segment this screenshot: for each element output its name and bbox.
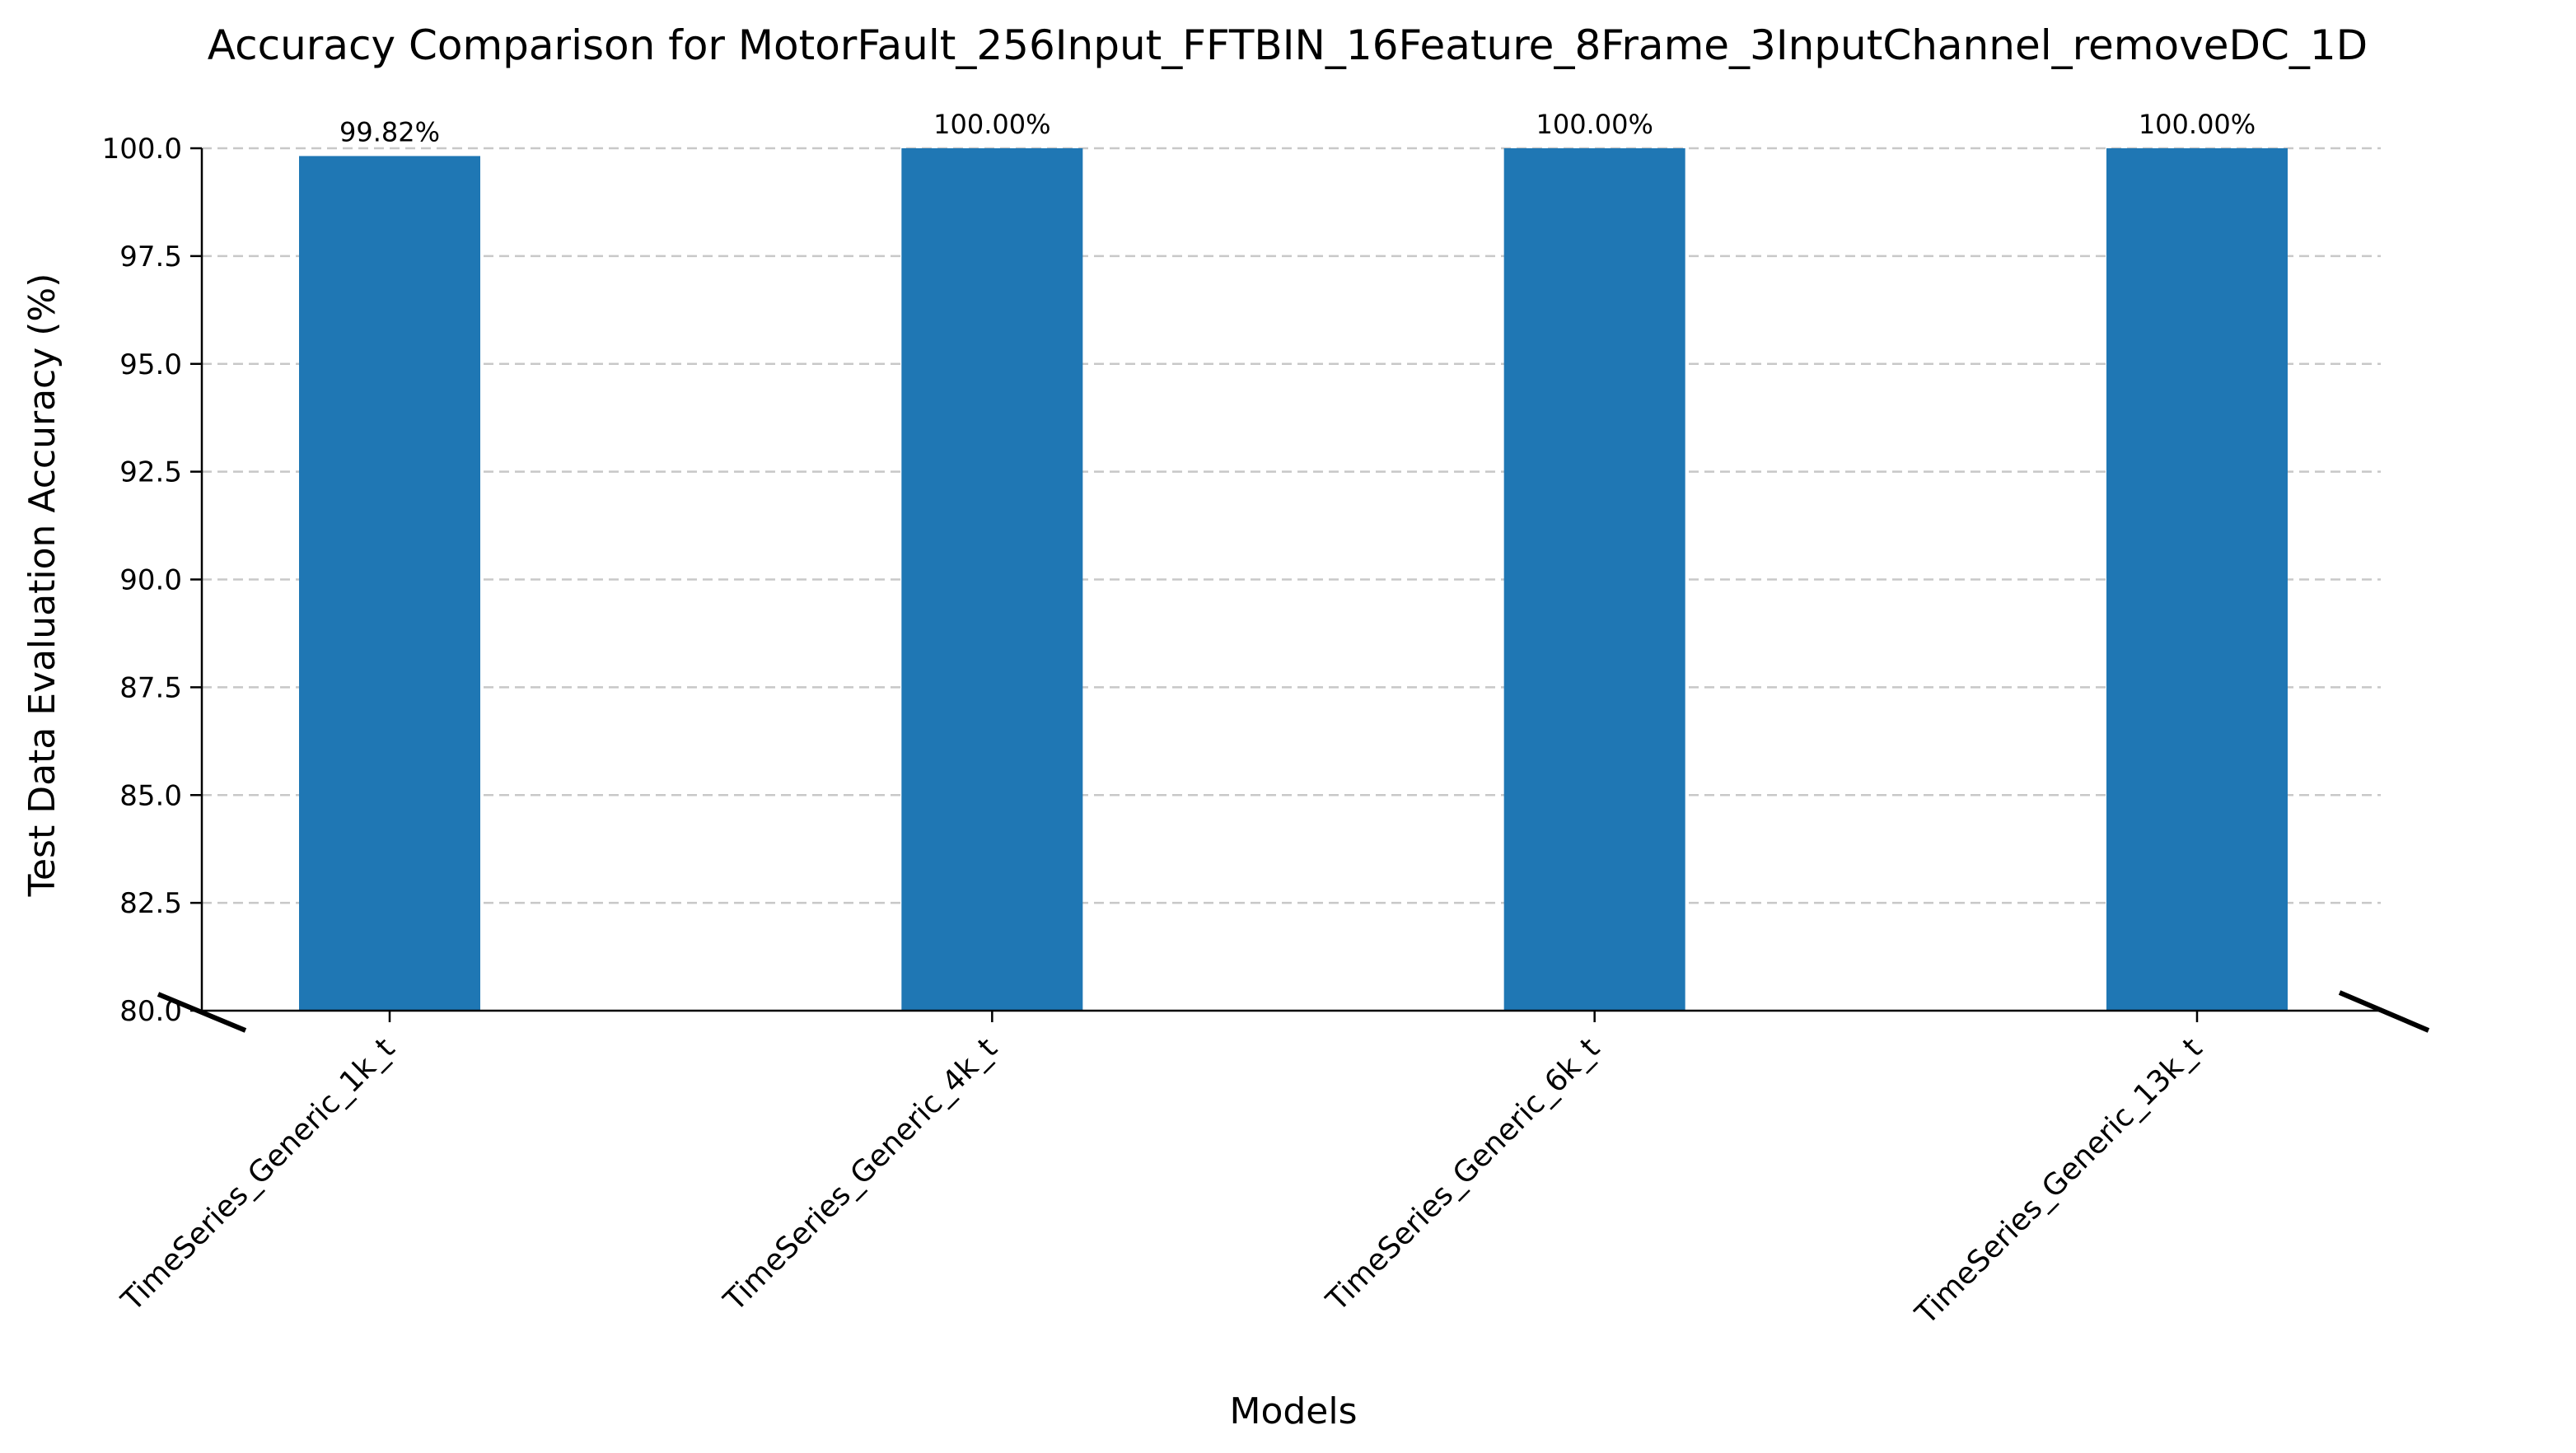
axis-break-mark xyxy=(2338,990,2430,1033)
y-tick-label: 85.0 xyxy=(119,779,182,812)
bar xyxy=(299,156,480,1011)
axis-break-mark xyxy=(157,992,247,1033)
x-tick-label: TimeSeries_Generic_6k_t xyxy=(1320,1031,1606,1318)
bar-value-label: 100.00% xyxy=(933,109,1050,140)
bar-value-label: 100.00% xyxy=(2139,109,2256,140)
x-tick-label: TimeSeries_Generic_13k_t xyxy=(1909,1031,2209,1331)
y-tick-label: 100.0 xyxy=(102,133,182,166)
y-axis-label: Test Data Evaluation Accuracy (%) xyxy=(21,273,63,898)
chart-title: Accuracy Comparison for MotorFault_256In… xyxy=(208,21,2368,69)
x-tick-label: TimeSeries_Generic_1k_t xyxy=(115,1031,401,1318)
y-tick-label: 95.0 xyxy=(119,348,182,381)
y-tick-label: 97.5 xyxy=(119,241,182,273)
x-axis-label: Models xyxy=(1229,1390,1357,1432)
y-tick-label: 90.0 xyxy=(119,564,182,597)
bar-value-labels: 99.82% 100.00% 100.00% 100.00% xyxy=(339,109,2256,147)
y-tick-label: 87.5 xyxy=(119,671,182,704)
bar-value-label: 99.82% xyxy=(339,116,440,147)
x-tick-label: TimeSeries_Generic_4k_t xyxy=(718,1031,1004,1318)
bar xyxy=(1503,148,1685,1011)
grid-lines xyxy=(202,147,2381,904)
y-tick-label: 82.5 xyxy=(119,887,182,920)
bar-value-label: 100.00% xyxy=(1536,109,1653,140)
y-tick-label: 92.5 xyxy=(119,456,182,489)
bar xyxy=(901,148,1083,1011)
axis-break-marks xyxy=(157,990,2430,1033)
bar xyxy=(2106,148,2288,1011)
x-ticks: TimeSeries_Generic_1k_t TimeSeries_Generi… xyxy=(115,1011,2209,1332)
bars xyxy=(299,148,2288,1011)
